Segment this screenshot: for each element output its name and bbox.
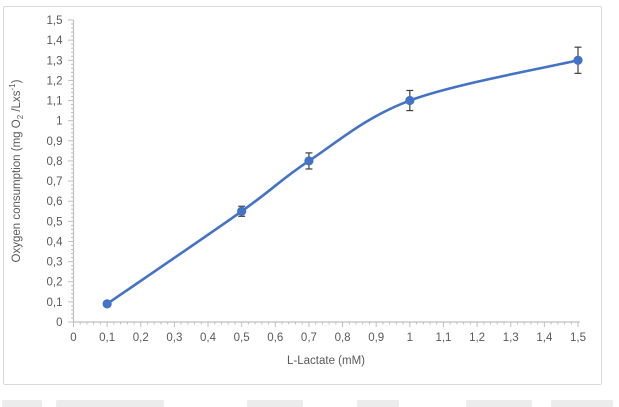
- y-axis-title-text: Oxygen consumption (mg O: [10, 119, 23, 263]
- y-tick-label: 0: [56, 317, 62, 329]
- x-axis-title: L-Lactate (mM): [287, 355, 365, 367]
- cropped-caption-fragment: [247, 400, 303, 407]
- data-point: [102, 299, 112, 309]
- y-axis-title-mid: /Lxs: [10, 90, 23, 115]
- x-tick-label: 0,7: [301, 332, 317, 344]
- y-tick-label: 0,3: [47, 257, 63, 269]
- x-tick-label: 1,1: [435, 332, 451, 344]
- data-point: [237, 206, 247, 216]
- y-tick-label: 1: [56, 116, 62, 128]
- x-tick-label: 1,4: [536, 332, 553, 344]
- y-tick-label: 0,6: [47, 196, 63, 208]
- cropped-caption-fragment: [2, 400, 42, 407]
- data-point: [304, 156, 314, 166]
- y-tick-label: 1,5: [47, 15, 63, 27]
- x-tick-label: 0,8: [335, 332, 351, 344]
- y-tick-label: 1,4: [47, 35, 64, 47]
- y-tick-label: 0,4: [47, 236, 64, 248]
- cropped-caption-fragment: [56, 400, 164, 407]
- y-tick-label: 0,9: [47, 136, 63, 148]
- y-tick-label: 0,2: [47, 277, 63, 289]
- y-tick-label: 0,5: [47, 216, 63, 228]
- x-tick-label: 0,3: [166, 332, 182, 344]
- x-tick-label: 0,6: [267, 332, 283, 344]
- x-tick-label: 0,2: [133, 332, 149, 344]
- x-tick-label: 1: [407, 332, 413, 344]
- y-tick-label: 0,8: [47, 156, 63, 168]
- y-axis-title-close: ): [10, 79, 23, 84]
- y-axis-title-superscript: -1: [8, 83, 17, 91]
- series-line: [105, 58, 580, 306]
- y-tick-label: 1,1: [47, 96, 63, 108]
- x-tick-label: 0: [70, 332, 76, 344]
- cropped-caption-fragment: [466, 400, 532, 407]
- cropped-caption-fragment: [551, 400, 613, 407]
- x-tick-label: 0,5: [234, 332, 250, 344]
- y-tick-label: 0,1: [47, 297, 63, 309]
- y-axis-title: Oxygen consumption (mg O2 /Lxs-1): [8, 4, 26, 338]
- x-tick-label: 0,9: [368, 332, 384, 344]
- x-tick-label: 0,1: [99, 332, 115, 344]
- x-tick-label: 1,3: [503, 332, 519, 344]
- x-tick-label: 1,5: [570, 332, 586, 344]
- y-tick-label: 1,3: [47, 55, 63, 67]
- y-tick-label: 0,7: [47, 176, 63, 188]
- y-tick-label: 1,2: [47, 75, 63, 87]
- x-tick-label: 1,2: [469, 332, 485, 344]
- x-tick-label: 0,4: [200, 332, 217, 344]
- data-point: [405, 95, 415, 106]
- y-axis-title-subscript: 2: [16, 114, 26, 120]
- cropped-caption-fragment: [357, 400, 399, 407]
- data-point: [573, 55, 583, 65]
